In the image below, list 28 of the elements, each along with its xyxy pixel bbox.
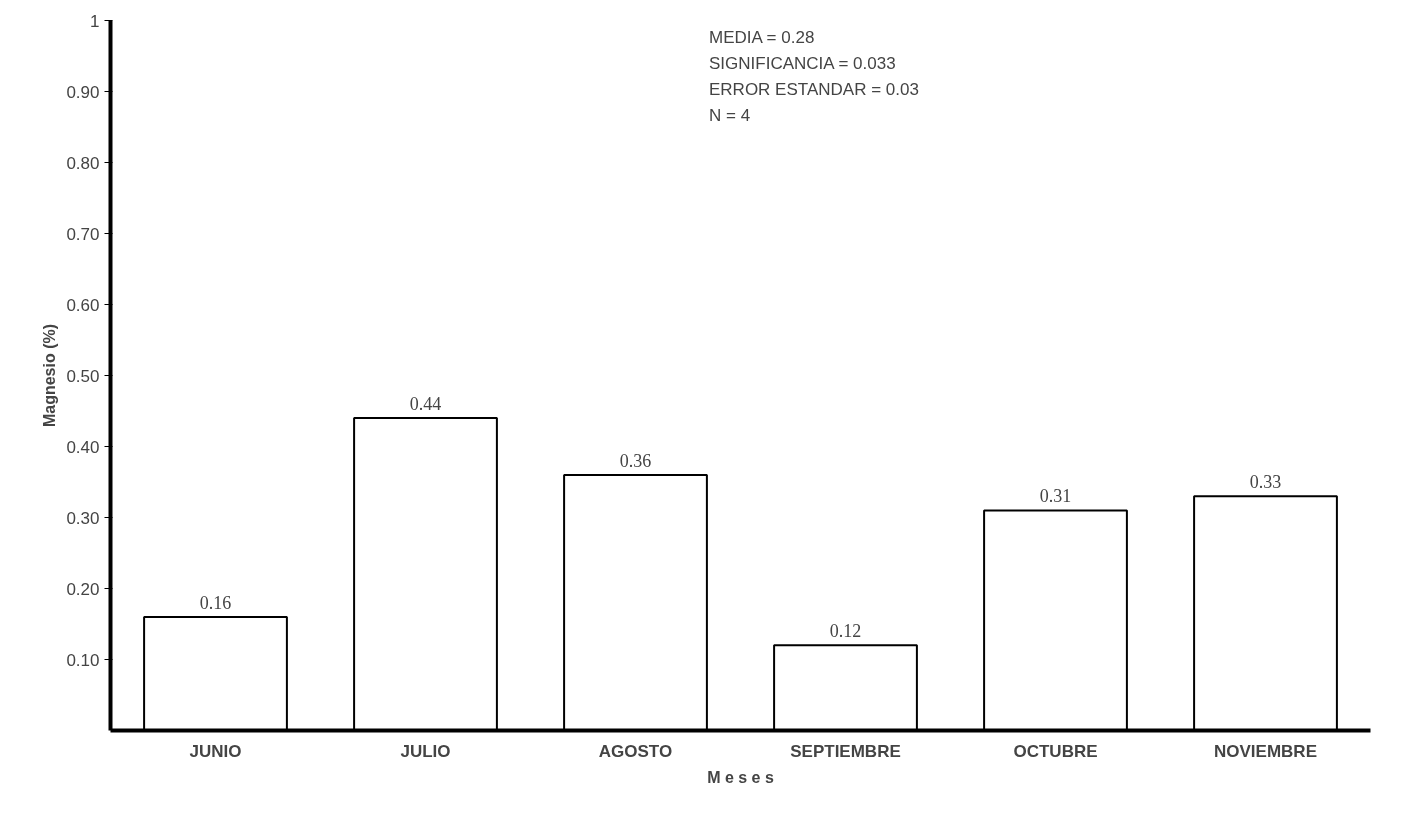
y-tick-label: 0.10 [66,650,100,670]
y-axis-title: Magnesio (%) [41,323,59,428]
data-label: 0.31 [1039,486,1072,507]
annotation: SIGNIFICANCIA = 0.033 [709,53,896,73]
y-tick-label: 0.20 [66,579,100,599]
y-tick-label: 0.60 [66,295,100,315]
x-tick-label: SEPTIEMBRE [790,741,901,761]
data-label: 0.12 [829,621,862,642]
annotation: ERROR ESTANDAR = 0.03 [709,79,919,99]
y-tick-label: 0.40 [66,437,100,457]
x-tick-label: NOVIEMBRE [1214,741,1317,761]
y-tick-label: 0.30 [66,508,100,528]
y-tick-label: 0.80 [66,153,100,173]
annotation: N = 4 [709,105,751,125]
y-tick-label: 0.70 [66,224,100,244]
data-label: 0.33 [1249,472,1282,493]
y-tick-label: 1 [90,11,100,31]
y-tick-label: 0.50 [66,366,100,386]
x-tick-label: OCTUBRE [1013,741,1098,761]
data-label: 0.36 [619,450,652,471]
x-tick-label: JUNIO [189,741,242,761]
data-label: 0.44 [409,394,442,415]
annotation: MEDIA = 0.28 [709,27,815,47]
x-tick-label: AGOSTO [598,741,673,761]
y-tick-label: 0.90 [66,82,100,102]
x-axis-title: M e s e s [707,768,774,786]
x-tick-label: JULIO [400,741,451,761]
data-label: 0.16 [199,592,232,613]
